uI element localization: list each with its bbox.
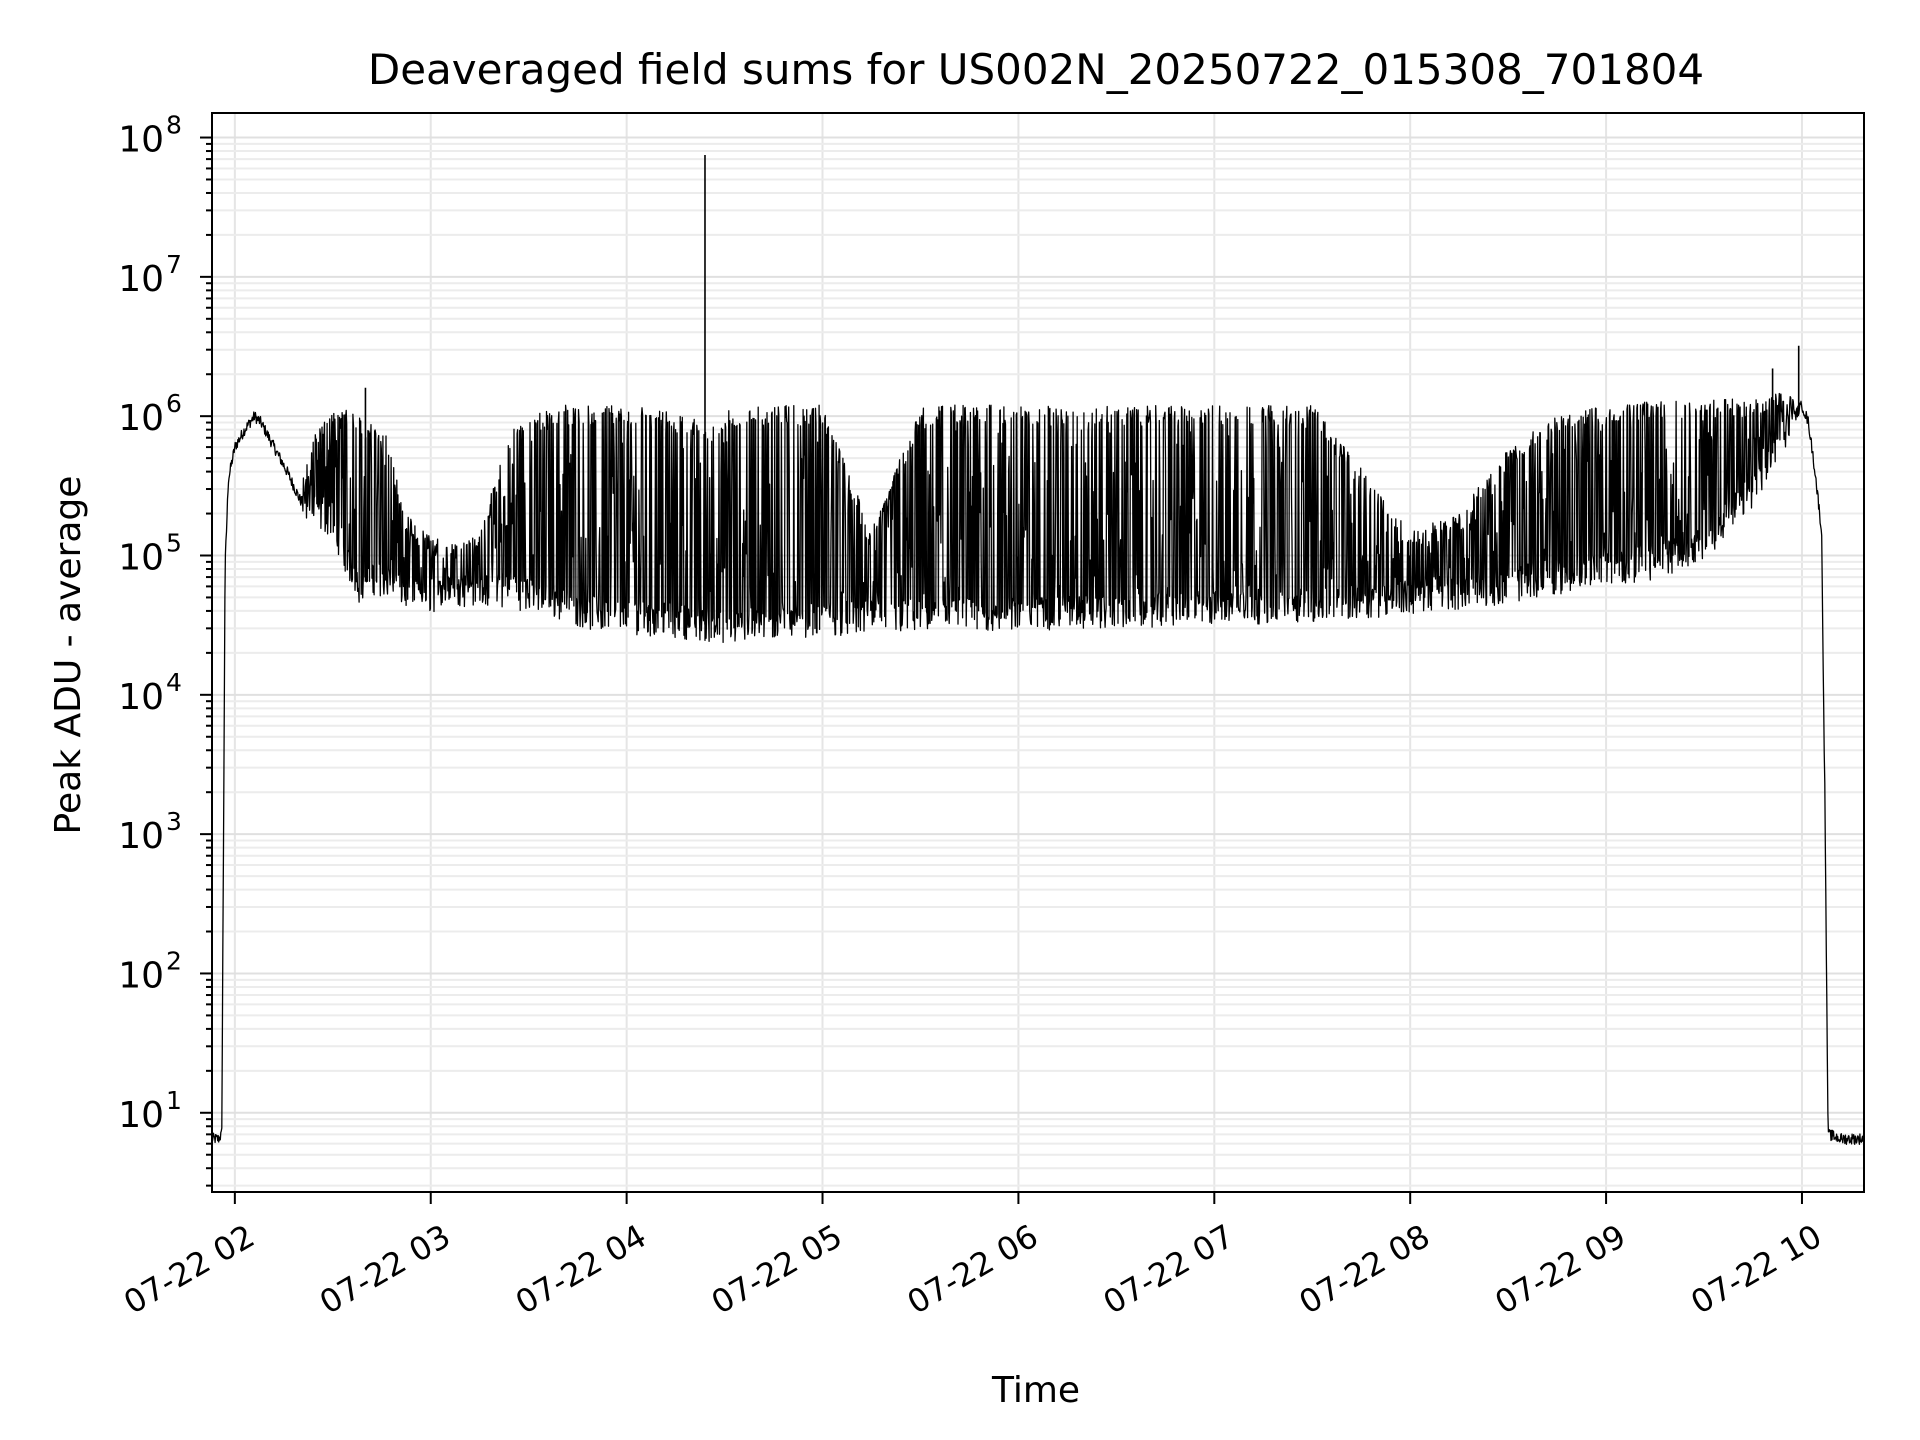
y-tick-label: 10 — [118, 955, 164, 996]
x-axis-label: Time — [991, 1370, 1080, 1411]
y-tick-label: 10 — [118, 120, 164, 161]
y-tick-label: 10 — [118, 537, 164, 578]
y-tick-label: 10 — [118, 398, 164, 439]
y-tick-exponent: 1 — [166, 1086, 182, 1115]
y-tick-exponent: 2 — [166, 946, 182, 975]
chart-title: Deaveraged field sums for US002N_2025072… — [368, 45, 1704, 94]
y-tick-exponent: 6 — [166, 389, 182, 418]
y-tick-label: 10 — [118, 1095, 164, 1136]
grid — [212, 113, 1864, 1192]
y-tick-exponent: 5 — [166, 528, 182, 557]
y-tick-label: 10 — [118, 816, 164, 857]
y-tick-exponent: 7 — [166, 250, 182, 279]
y-tick-exponent: 8 — [166, 111, 182, 140]
y-tick-exponent: 4 — [166, 668, 182, 697]
series-layer — [211, 154, 1865, 1145]
y-tick-label: 10 — [118, 259, 164, 300]
y-tick-exponent: 3 — [166, 807, 182, 836]
y-axis-label: Peak ADU - average — [48, 476, 89, 835]
series-line — [211, 392, 1865, 1145]
y-tick-label: 10 — [118, 677, 164, 718]
